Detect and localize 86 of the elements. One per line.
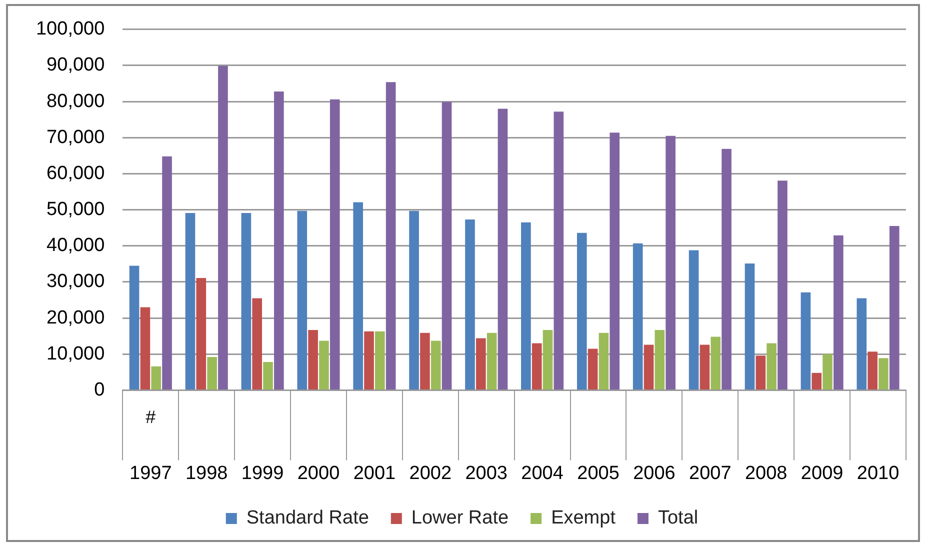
bar: [598, 332, 609, 390]
bar: [889, 226, 900, 390]
bar: [554, 112, 564, 390]
text: #: [146, 407, 156, 428]
bar: [430, 340, 441, 390]
bar: [319, 340, 329, 390]
bar: [386, 82, 396, 390]
bar: [666, 136, 676, 390]
x-tick-label: 2009: [800, 462, 844, 484]
x-tick-label: 1998: [185, 462, 228, 484]
bar: [632, 243, 643, 390]
y-tick-label: 0: [94, 379, 105, 400]
bar: [162, 156, 172, 390]
x-tick-label: 1999: [241, 462, 284, 484]
bar: [207, 357, 217, 390]
bar: [744, 264, 755, 390]
x-tick-label: 2006: [633, 462, 676, 484]
bar: [812, 372, 822, 390]
bar: [129, 266, 140, 390]
bar: [196, 278, 206, 390]
bar: [498, 108, 508, 390]
legend-label: Standard Rate: [246, 508, 369, 529]
bar: [588, 348, 598, 390]
bar: [766, 343, 776, 390]
bar: [610, 132, 620, 390]
bar: [409, 210, 419, 390]
bar: [252, 298, 262, 390]
bar: [576, 232, 587, 390]
bar: [297, 210, 308, 390]
bar: [151, 366, 162, 390]
bar: [688, 250, 699, 390]
bar: [700, 344, 710, 390]
bar: [140, 307, 150, 390]
bar: [353, 202, 364, 390]
bar: [375, 331, 385, 390]
bar: [834, 235, 844, 390]
bar: [364, 331, 374, 390]
legend-label: Exempt: [551, 508, 616, 529]
x-tick-label: 2007: [689, 462, 732, 484]
bar: [542, 330, 553, 390]
y-tick-label: 70,000: [46, 126, 105, 148]
bar: [263, 362, 273, 390]
bar: [185, 213, 196, 390]
y-tick-label: 50,000: [46, 199, 105, 220]
x-tick-label: 2003: [465, 462, 508, 484]
bar: [710, 336, 721, 390]
legend-label: Total: [658, 508, 698, 529]
x-tick-label: 2004: [521, 462, 564, 484]
bar: [822, 354, 832, 390]
bar: [654, 330, 665, 390]
bar: [308, 330, 318, 390]
x-tick-label: 2000: [297, 462, 340, 484]
bar: [241, 213, 252, 390]
y-tick-label: 40,000: [46, 235, 105, 256]
bar: [476, 338, 486, 390]
bar: [420, 332, 430, 390]
bar: [442, 102, 452, 390]
bar: [878, 358, 888, 390]
bar: [218, 66, 228, 390]
bar: [532, 343, 542, 390]
bar: [856, 298, 867, 390]
bar: [486, 332, 497, 390]
bar: [800, 292, 811, 390]
y-tick-label: 20,000: [46, 307, 105, 328]
y-tick-label: 80,000: [46, 90, 105, 112]
y-tick-label: 10,000: [46, 343, 105, 364]
x-tick-label: 2002: [409, 462, 452, 484]
x-tick-label: 2005: [577, 462, 620, 484]
x-tick-label: 2001: [353, 462, 396, 484]
bar: [465, 220, 475, 390]
legend-label: Lower Rate: [411, 508, 509, 529]
bar: [521, 222, 531, 390]
y-tick-label: 30,000: [46, 271, 105, 292]
x-tick-label: 1997: [130, 462, 172, 484]
bar: [274, 91, 284, 390]
bar: [756, 356, 766, 390]
x-tick-label: 2008: [744, 462, 788, 484]
bar: [778, 180, 788, 390]
x-tick-label: 2010: [856, 462, 900, 484]
y-tick-label: 100,000: [36, 18, 105, 40]
bar: [722, 148, 732, 390]
y-tick-label: 60,000: [46, 162, 105, 184]
bar: [330, 99, 340, 390]
bar: [868, 352, 878, 390]
bar: [644, 344, 654, 390]
y-tick-label: 90,000: [46, 54, 105, 76]
